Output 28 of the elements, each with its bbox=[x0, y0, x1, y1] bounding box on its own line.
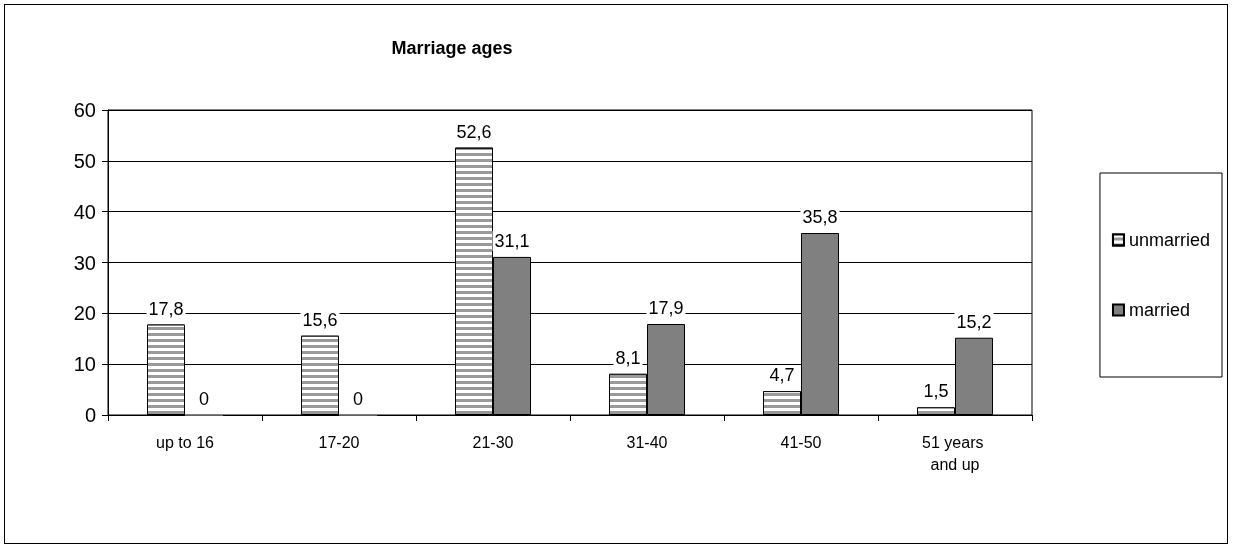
y-tick-label: 40 bbox=[73, 200, 96, 223]
data-label: 4,7 bbox=[769, 365, 795, 386]
x-tick-label: 41-50 bbox=[780, 433, 822, 451]
data-label: 15,2 bbox=[956, 311, 992, 332]
legend-label: married bbox=[1128, 300, 1190, 320]
x-tick-label: 31-40 bbox=[626, 433, 668, 451]
data-label: 15,6 bbox=[302, 309, 338, 330]
data-label: 31,1 bbox=[494, 230, 530, 251]
data-label: 17,8 bbox=[148, 298, 184, 319]
legend-label: unmarried bbox=[1128, 230, 1211, 250]
y-tick-label: 20 bbox=[73, 302, 96, 325]
y-tick-label: 60 bbox=[73, 99, 96, 121]
data-label: 0 bbox=[352, 388, 364, 409]
data-label: 35,8 bbox=[802, 207, 838, 228]
data-label: 1,5 bbox=[923, 381, 949, 402]
chart-title: Marriage ages bbox=[391, 38, 513, 58]
y-tick-label: 50 bbox=[73, 149, 96, 172]
y-tick-label: 0 bbox=[84, 404, 96, 426]
y-tick-label: 30 bbox=[73, 251, 96, 274]
data-label: 0 bbox=[198, 388, 210, 409]
x-tick-label: 21-30 bbox=[472, 433, 514, 451]
x-tick-label: up to 16 bbox=[156, 433, 215, 451]
y-tick-label: 10 bbox=[73, 353, 96, 376]
data-label: 17,9 bbox=[648, 298, 684, 319]
x-tick-label: 17-20 bbox=[318, 433, 360, 451]
data-label: 52,6 bbox=[456, 121, 492, 142]
data-label: 8,1 bbox=[615, 347, 641, 368]
x-tick-label: 51 years and up bbox=[922, 433, 988, 473]
